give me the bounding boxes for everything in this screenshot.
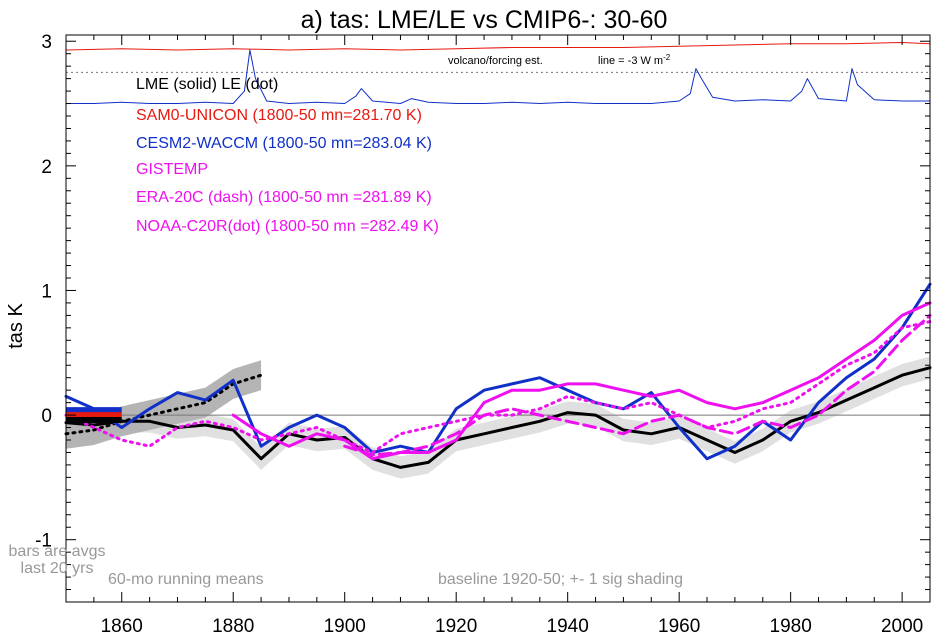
x-tick-label: 1960: [658, 616, 700, 637]
y-tick-label: 2: [41, 157, 52, 178]
series-lme: [64, 366, 932, 469]
y-axis-label: tas K: [5, 303, 27, 349]
legend: LME (solid) LE (dot) SAM0-UNICON (1800-50…: [136, 76, 439, 235]
shade-lme: [66, 356, 930, 479]
series-sam0-unicon-forcing: [65, 42, 931, 51]
bars-note-line1: bars are avgs: [9, 543, 106, 560]
x-tick-label: 1920: [435, 616, 477, 637]
x-tick-label: 1940: [547, 616, 589, 637]
series-le: [64, 373, 263, 436]
legend-item: NOAA-C20R(dot) (1800-50 mn =282.49 K): [136, 218, 439, 235]
y-tick-label: 3: [41, 32, 52, 53]
x-tick-label: 1860: [101, 616, 143, 637]
forcing-line-note: line = -3 W m-2: [598, 53, 671, 67]
legend-item: GISTEMP: [136, 161, 208, 178]
series-noaa-c20r: [64, 320, 932, 454]
y-tick-label: 0: [41, 406, 52, 427]
series-cesm2-waccm-forcing: [65, 49, 931, 104]
baseline-note: baseline 1920-50; +- 1 sig shading: [438, 571, 683, 588]
legend-item: LME (solid) LE (dot): [136, 76, 278, 93]
legend-item: ERA-20C (dash) (1800-50 mn =281.89 K): [136, 189, 432, 206]
plot-frame: [65, 34, 931, 603]
uncertainty-shading: [66, 356, 930, 479]
legend-item: CESM2-WACCM (1800-50 mn=283.04 K): [136, 135, 432, 152]
y-tick-label: 1: [41, 281, 52, 302]
running-mean-note: 60-mo running means: [108, 571, 264, 588]
bars-note-line2: last 20 yrs: [21, 560, 94, 577]
volcano-note: volcano/forcing est.: [448, 55, 543, 67]
series-lines: [64, 42, 932, 469]
x-tick-label: 1900: [324, 616, 366, 637]
series-era-20c: [343, 313, 932, 457]
x-tick-label: 2000: [881, 616, 923, 637]
x-tick-label: 1880: [212, 616, 254, 637]
x-tick-label: 1980: [770, 616, 812, 637]
chart-title: a) tas: LME/LE vs CMIP6-: 30-60: [301, 6, 668, 34]
series-cesm2-waccm: [64, 282, 932, 461]
shade-le: [66, 360, 262, 449]
axis-ticks: 1860 1880 1900 1920 1940 1960 1980 2000 -1 0 1 2 3: [35, 32, 931, 637]
legend-item: SAM0-UNICON (1800-50 mn=281.70 K): [136, 107, 422, 124]
y-tick-label: -1: [35, 531, 52, 552]
